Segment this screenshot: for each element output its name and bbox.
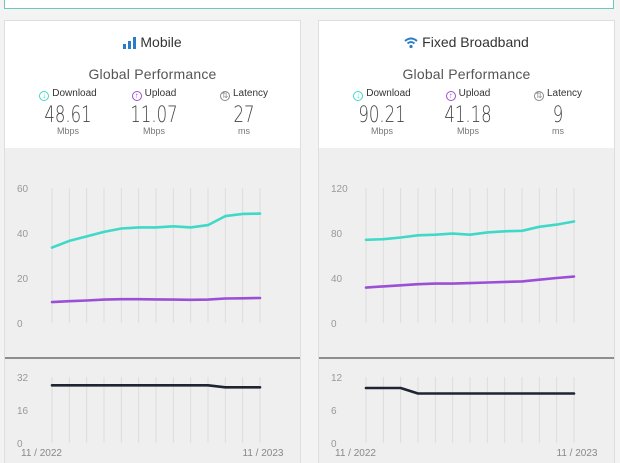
metric-label: Upload bbox=[144, 88, 177, 99]
series-line-download bbox=[50, 212, 262, 249]
y-tick-label: 40 bbox=[17, 229, 29, 240]
metric-value: 9 bbox=[552, 103, 564, 128]
download-metric: ↓ Download 90.21 Mbps bbox=[337, 88, 427, 136]
download-metric: ↓ Download 48.61 Mbps bbox=[23, 88, 113, 136]
series-line-upload bbox=[364, 275, 576, 289]
x-tick-label: 11 / 2022 bbox=[335, 448, 376, 459]
card-subtitle: Global Performance bbox=[402, 66, 531, 82]
metric-label: Latency bbox=[546, 88, 583, 99]
series-line-latency bbox=[364, 386, 576, 395]
search-bar-edge bbox=[4, 0, 614, 9]
arrow-down-circle-icon: ↓ bbox=[353, 91, 364, 101]
metric-unit: ms bbox=[552, 126, 564, 136]
metric-unit: Mbps bbox=[142, 126, 165, 136]
latency-circle-icon: ⇅ bbox=[219, 91, 230, 101]
metric-unit: ms bbox=[238, 126, 250, 136]
y-tick-label: 40 bbox=[331, 274, 343, 285]
card-title: Mobile bbox=[5, 33, 300, 53]
metric-value: 11.07 bbox=[130, 103, 178, 128]
arrow-down-circle-icon: ↓ bbox=[39, 91, 50, 101]
y-tick-label: 60 bbox=[17, 184, 29, 195]
metric-value: 48.61 bbox=[44, 103, 92, 128]
metric-label: Download bbox=[52, 88, 97, 99]
card-subtitle: Global Performance bbox=[88, 66, 217, 82]
card-title: Fixed Broadband bbox=[319, 33, 614, 53]
arrow-up-circle-icon: ↑ bbox=[445, 91, 456, 101]
arrow-up-circle-icon: ↑ bbox=[131, 91, 142, 101]
metric-value: 41.18 bbox=[444, 103, 492, 128]
metric-label: Latency bbox=[232, 88, 269, 99]
latency-metric: ⇅ Latency 9 ms bbox=[513, 88, 603, 136]
y-tick-label: 6 bbox=[331, 406, 337, 417]
upload-metric: ↑ Upload 11.07 Mbps bbox=[109, 88, 199, 136]
y-tick-label: 80 bbox=[331, 229, 343, 240]
fixed-broadband-card: Fixed Broadband Global Performance ↓ Down… bbox=[318, 20, 615, 463]
card-header: Fixed Broadband Global Performance ↓ Down… bbox=[319, 21, 614, 148]
series-line-upload bbox=[50, 296, 262, 304]
signal-bars-icon bbox=[123, 35, 137, 53]
metric-value: 27 bbox=[233, 103, 255, 128]
y-tick-label: 0 bbox=[331, 439, 337, 450]
x-tick-label: 11 / 2022 bbox=[21, 448, 62, 459]
mobile-card: Mobile Global Performance ↓ Download 48.6… bbox=[4, 20, 301, 463]
wifi-icon bbox=[404, 35, 418, 53]
y-tick-label: 120 bbox=[331, 184, 348, 195]
y-tick-label: 20 bbox=[17, 274, 29, 285]
series-line-download bbox=[364, 220, 576, 242]
latency-circle-icon: ⇅ bbox=[533, 91, 544, 101]
card-header: Mobile Global Performance ↓ Download 48.6… bbox=[5, 21, 300, 148]
x-tick-label: 11 / 2023 bbox=[557, 448, 598, 459]
upload-metric: ↑ Upload 41.18 Mbps bbox=[423, 88, 513, 136]
metric-unit: Mbps bbox=[56, 126, 79, 136]
y-tick-label: 0 bbox=[331, 319, 337, 330]
series-line-latency bbox=[50, 384, 262, 389]
y-tick-label: 32 bbox=[17, 373, 29, 384]
card-title-text: Mobile bbox=[140, 34, 182, 50]
y-tick-label: 16 bbox=[17, 406, 29, 417]
metric-value: 90.21 bbox=[358, 103, 406, 128]
metric-unit: Mbps bbox=[370, 126, 393, 136]
y-tick-label: 0 bbox=[17, 439, 23, 450]
metric-unit: Mbps bbox=[456, 126, 479, 136]
metric-label: Download bbox=[366, 88, 411, 99]
latency-metric: ⇅ Latency 27 ms bbox=[199, 88, 289, 136]
card-title-text: Fixed Broadband bbox=[422, 34, 529, 50]
mobile-chart: 0 20 40 60 0 16 32 11 / 2022 11 / 2023 bbox=[5, 184, 300, 459]
y-tick-label: 12 bbox=[331, 373, 343, 384]
x-tick-label: 11 / 2023 bbox=[243, 448, 284, 459]
y-tick-label: 0 bbox=[17, 319, 23, 330]
metric-label: Upload bbox=[458, 88, 491, 99]
fixed-broadband-chart: 0 40 80 120 0 6 12 11 / 2022 11 / 2023 bbox=[319, 184, 614, 459]
